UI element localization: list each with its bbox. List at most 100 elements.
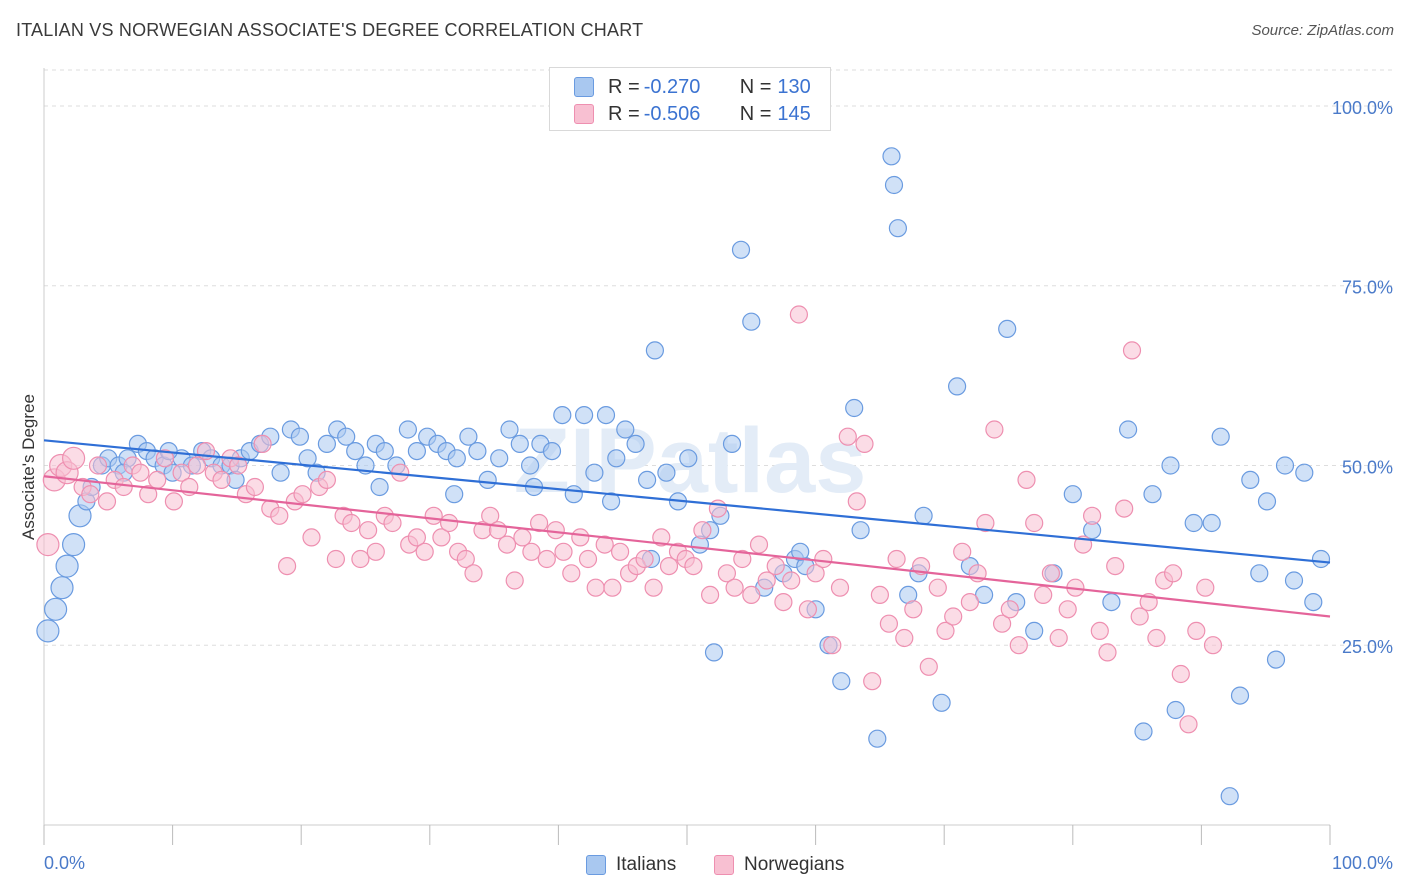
n-label: N =: [739, 102, 772, 125]
norwegians-point: [1000, 600, 1019, 619]
italians-point: [947, 377, 967, 396]
italians-point: [1311, 549, 1331, 569]
italians-point: [1202, 513, 1221, 533]
norwegians-point: [806, 564, 825, 583]
italians-point: [679, 449, 698, 468]
italians-point: [553, 406, 572, 425]
italians-point: [1166, 700, 1185, 720]
norwegians-point: [919, 657, 938, 676]
italians-point: [596, 406, 616, 425]
norwegians-point: [595, 535, 614, 554]
italians-point: [932, 693, 951, 712]
norwegians-point: [717, 564, 737, 583]
norwegians-point: [293, 485, 312, 504]
n-label: N =: [739, 75, 772, 98]
norwegians-point: [1163, 564, 1183, 583]
x-tick-label: 0.0%: [44, 853, 85, 873]
italians-point: [407, 442, 426, 461]
r-value: -0.506: [643, 102, 701, 125]
norwegians-point: [114, 477, 133, 497]
norwegians-point: [823, 636, 842, 655]
norwegians-point: [1049, 628, 1068, 648]
italians-point: [1143, 485, 1162, 504]
italians-point: [398, 420, 417, 439]
norwegians-trend-line: [43, 475, 1331, 618]
italians-point: [1295, 463, 1314, 482]
norwegians-point: [1034, 585, 1053, 605]
norwegians-point: [887, 549, 906, 569]
italians-point: [791, 542, 810, 561]
italians-point: [1184, 513, 1203, 533]
italians-point: [36, 619, 60, 643]
italians-point: [722, 434, 742, 453]
italians-point: [490, 449, 509, 468]
norwegians-point: [1147, 628, 1166, 648]
y-tick-label: 25.0%: [1342, 637, 1393, 657]
norwegians-point: [708, 499, 728, 518]
legend-item-italians[interactable]: Italians: [586, 852, 676, 878]
italians-point: [888, 219, 908, 238]
italians-point: [1266, 650, 1286, 669]
italians-point: [337, 427, 356, 446]
legend-item-norwegians[interactable]: Norwegians: [714, 852, 844, 878]
italians-point: [585, 463, 604, 482]
italians-point: [520, 456, 540, 475]
norwegians-point: [944, 607, 963, 626]
norwegians-point: [936, 621, 955, 641]
norwegians-point: [529, 513, 549, 533]
y-tick-label: 100.0%: [1332, 98, 1393, 118]
norwegians-point: [326, 549, 345, 569]
italians-point: [626, 434, 645, 453]
norwegians-point: [415, 542, 434, 561]
italians-point: [346, 442, 365, 461]
norwegians-point: [546, 521, 565, 540]
norwegians-swatch: [574, 104, 594, 124]
norwegians-point: [1130, 607, 1149, 626]
norwegians-point: [366, 542, 385, 561]
norwegians-point: [1106, 556, 1125, 576]
chart-title: ITALIAN VS NORWEGIAN ASSOCIATE'S DEGREE …: [16, 20, 644, 40]
norwegians-point: [749, 535, 769, 554]
norwegians-point: [586, 578, 605, 597]
norwegians-point: [88, 456, 108, 475]
italians-point: [61, 532, 86, 557]
norwegians-point: [814, 549, 833, 569]
norwegians-point: [757, 571, 776, 590]
norwegians-point: [562, 564, 581, 583]
italians-point: [657, 463, 676, 482]
y-axis-label: Associate's Degree: [19, 394, 38, 540]
italians-point: [607, 449, 626, 468]
italians-point: [468, 442, 487, 461]
norwegians-point: [359, 521, 378, 540]
n-value: 130: [777, 75, 811, 98]
italians-point: [1025, 621, 1044, 641]
norwegians-point: [155, 449, 174, 468]
norwegians-point: [976, 513, 995, 533]
norwegians-point: [578, 549, 598, 569]
norwegians-point: [1058, 600, 1077, 619]
norwegians-point: [317, 470, 336, 489]
norwegians-point: [81, 485, 100, 504]
norwegians-point: [497, 535, 517, 554]
norwegians-point: [505, 571, 524, 590]
italians-point: [43, 597, 68, 621]
r-label: R =: [608, 75, 640, 98]
italians-point: [1257, 492, 1277, 511]
norwegians-point: [1203, 636, 1223, 655]
norwegians-point: [61, 446, 86, 470]
norwegians-point: [789, 305, 809, 324]
norwegians-point: [1196, 578, 1215, 597]
italians-point: [1134, 722, 1153, 741]
italians-point: [1304, 592, 1323, 612]
italians-point: [914, 506, 933, 525]
norwegians-point: [522, 542, 541, 561]
italians-point: [271, 463, 290, 482]
norwegians-point: [855, 434, 874, 453]
norwegians-point: [879, 614, 899, 633]
norwegians-point: [725, 578, 744, 597]
italians-point: [1284, 571, 1304, 590]
italians-point: [50, 576, 74, 600]
italians-point: [564, 485, 583, 504]
norwegians-point: [302, 528, 321, 547]
n-value: 145: [777, 102, 811, 125]
